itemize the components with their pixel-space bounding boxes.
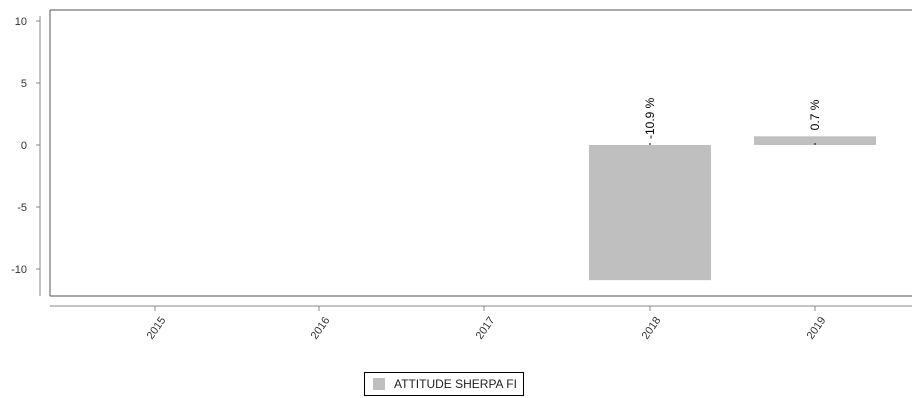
y-tick-label: 10 <box>15 16 27 28</box>
x-tick-label: 2019 <box>805 315 829 342</box>
bar <box>589 145 711 281</box>
y-tick-label: -10 <box>11 264 27 276</box>
y-tick-label: 5 <box>21 78 27 90</box>
data-label: 0.7 % <box>808 99 822 130</box>
data-label: -10.9 % <box>643 97 657 139</box>
y-tick-label: 0 <box>21 140 27 152</box>
legend-label: ATTITUDE SHERPA FI <box>394 377 517 391</box>
legend: ATTITUDE SHERPA FI <box>364 372 524 396</box>
x-tick-label: 2017 <box>474 315 498 342</box>
y-tick-label: -5 <box>17 202 27 214</box>
x-tick-label: 2015 <box>145 315 169 342</box>
bar <box>754 136 876 145</box>
x-tick-label: 2016 <box>309 315 333 342</box>
x-tick-label: 2018 <box>640 315 664 342</box>
legend-swatch <box>373 378 385 390</box>
